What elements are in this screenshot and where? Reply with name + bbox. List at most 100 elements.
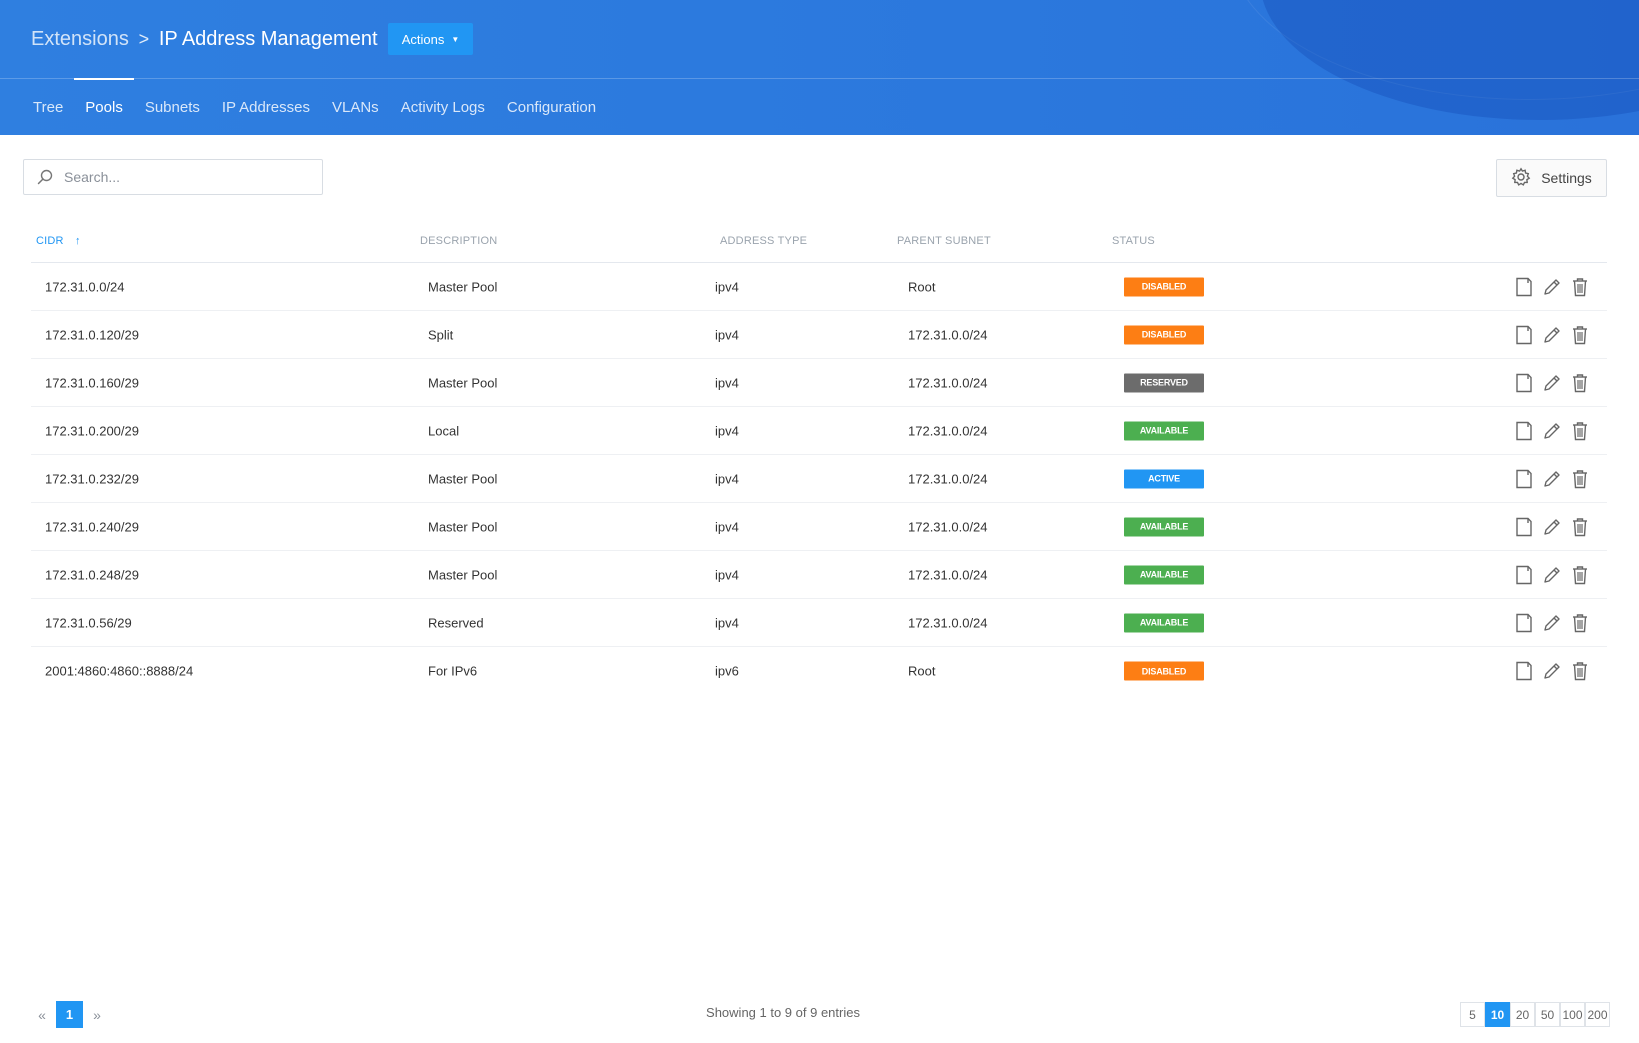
double-chevron-right-icon[interactable]: » [93, 1006, 101, 1023]
trash-icon[interactable] [1570, 565, 1590, 585]
trash-icon[interactable] [1570, 325, 1590, 345]
pencil-icon[interactable] [1542, 565, 1562, 585]
table-body: 172.31.0.0/24 Master Pool ipv4 Root DISABLED… [31, 263, 1607, 695]
document-icon[interactable] [1514, 613, 1534, 633]
pencil-icon[interactable] [1542, 325, 1562, 345]
cell-parent-subnet: 172.31.0.0/24 [908, 423, 988, 438]
pencil-icon[interactable] [1542, 517, 1562, 537]
table-row: 172.31.0.56/29 Reserved ipv4 172.31.0.0/24 A… [31, 599, 1607, 647]
cell-address-type: ipv4 [715, 375, 739, 390]
settings-button[interactable]: Settings [1496, 159, 1607, 197]
pencil-icon[interactable] [1542, 373, 1562, 393]
pencil-icon[interactable] [1542, 661, 1562, 681]
column-header-address-type[interactable]: ADDRESS TYPE [720, 235, 808, 247]
table-row: 172.31.0.232/29 Master Pool ipv4 172.31.0.0… [31, 455, 1607, 503]
document-icon[interactable] [1514, 277, 1534, 297]
document-icon[interactable] [1514, 661, 1534, 681]
cell-parent-subnet: 172.31.0.0/24 [908, 471, 988, 486]
cell-parent-subnet: 172.31.0.0/24 [908, 615, 988, 630]
search-icon [36, 168, 54, 186]
pencil-icon[interactable] [1542, 421, 1562, 441]
page-header: Extensions > IP Address Management Actio… [0, 0, 1639, 135]
trash-icon[interactable] [1570, 469, 1590, 489]
cell-description: Local [428, 423, 460, 438]
tab-configuration[interactable]: Configuration [506, 98, 597, 116]
page-size-5[interactable]: 5 [1460, 1002, 1485, 1027]
pencil-icon[interactable] [1542, 469, 1562, 489]
column-label: CIDR [36, 235, 64, 247]
table-row: 172.31.0.120/29 Split ipv4 172.31.0.0/24 DIS… [31, 311, 1607, 359]
page-size-200[interactable]: 200 [1585, 1002, 1610, 1027]
cell-address-type: ipv6 [715, 663, 739, 679]
column-header-status[interactable]: STATUS [1112, 235, 1155, 247]
page-size-20[interactable]: 20 [1510, 1002, 1535, 1027]
pagination: « 1 » [36, 1001, 103, 1028]
tab-ip-addresses[interactable]: IP Addresses [221, 98, 310, 116]
tab-activity-logs[interactable]: Activity Logs [400, 98, 485, 116]
table-row: 172.31.0.240/29 Master Pool ipv4 172.31.0.0… [31, 503, 1607, 551]
header-decoration-wave [1260, 0, 1639, 120]
page-size-100[interactable]: 100 [1560, 1002, 1585, 1027]
chevron-down-icon: ▼ [451, 34, 460, 44]
status-badge: AVAILABLE [1124, 613, 1204, 632]
breadcrumb-separator: > [138, 28, 150, 49]
column-header-parent-subnet[interactable]: PARENT SUBNET [897, 235, 991, 247]
cell-parent-subnet: 172.31.0.0/24 [908, 327, 988, 342]
cell-cidr: 172.31.0.0/24 [45, 279, 125, 294]
column-header-description[interactable]: DESCRIPTION [420, 235, 498, 247]
document-icon[interactable] [1514, 325, 1534, 345]
column-header-cidr[interactable]: CIDR ↑ [36, 235, 81, 247]
cell-description: Reserved [428, 615, 484, 630]
cell-description: Master Pool [428, 471, 498, 486]
page-size-selector: 5 10 20 50 100 200 [1460, 1002, 1610, 1027]
cell-description: For IPv6 [428, 663, 478, 679]
table-header: CIDR ↑ DESCRIPTION ADDRESS TYPE PARENT S… [31, 223, 1607, 263]
pencil-icon[interactable] [1542, 613, 1562, 633]
page-size-10[interactable]: 10 [1485, 1002, 1510, 1027]
page-button-current[interactable]: 1 [56, 1001, 83, 1028]
actions-button[interactable]: Actions ▼ [388, 23, 473, 55]
table-row: 172.31.0.248/29 Master Pool ipv4 172.31.0.0… [31, 551, 1607, 599]
table-row: 172.31.0.0/24 Master Pool ipv4 Root DISABLED [31, 263, 1607, 311]
cell-address-type: ipv4 [715, 279, 739, 294]
document-icon[interactable] [1514, 421, 1534, 441]
trash-icon[interactable] [1570, 421, 1590, 441]
document-icon[interactable] [1514, 373, 1534, 393]
document-icon[interactable] [1514, 565, 1534, 585]
header-divider [0, 78, 1639, 79]
cell-parent-subnet: Root [908, 663, 936, 679]
status-badge: RESERVED [1124, 373, 1204, 392]
cell-cidr: 172.31.0.56/29 [45, 615, 132, 630]
tab-pools[interactable]: Pools [74, 78, 134, 135]
table-row: 172.31.0.200/29 Local ipv4 172.31.0.0/24 AVA… [31, 407, 1607, 455]
tab-vlans[interactable]: VLANs [332, 98, 379, 116]
tab-subnets[interactable]: Subnets [144, 98, 200, 116]
cell-address-type: ipv4 [715, 519, 739, 534]
cell-description: Master Pool [428, 567, 498, 582]
tab-tree[interactable]: Tree [33, 98, 64, 116]
trash-icon[interactable] [1570, 661, 1590, 681]
search-input[interactable] [64, 169, 304, 185]
page-title: IP Address Management [158, 27, 378, 50]
cell-address-type: ipv4 [715, 567, 739, 582]
trash-icon[interactable] [1570, 277, 1590, 297]
status-badge: DISABLED [1124, 325, 1204, 344]
cell-cidr: 172.31.0.200/29 [45, 423, 139, 438]
page-size-50[interactable]: 50 [1535, 1002, 1560, 1027]
cell-cidr: 172.31.0.248/29 [45, 567, 139, 582]
cell-address-type: ipv4 [715, 471, 739, 486]
document-icon[interactable] [1514, 469, 1534, 489]
tab-bar: Tree Pools Subnets IP Addresses VLANs Activit… [22, 78, 607, 135]
breadcrumb-extensions[interactable]: Extensions [31, 27, 129, 50]
cell-cidr: 172.31.0.232/29 [45, 471, 139, 486]
double-chevron-left-icon[interactable]: « [38, 1006, 46, 1023]
cell-address-type: ipv4 [715, 327, 739, 342]
trash-icon[interactable] [1570, 373, 1590, 393]
entries-summary: Showing 1 to 9 of 9 entries [706, 1005, 860, 1020]
pencil-icon[interactable] [1542, 277, 1562, 297]
row-actions [1514, 661, 1590, 681]
document-icon[interactable] [1514, 517, 1534, 537]
trash-icon[interactable] [1570, 517, 1590, 537]
trash-icon[interactable] [1570, 613, 1590, 633]
search-box[interactable] [23, 159, 323, 195]
